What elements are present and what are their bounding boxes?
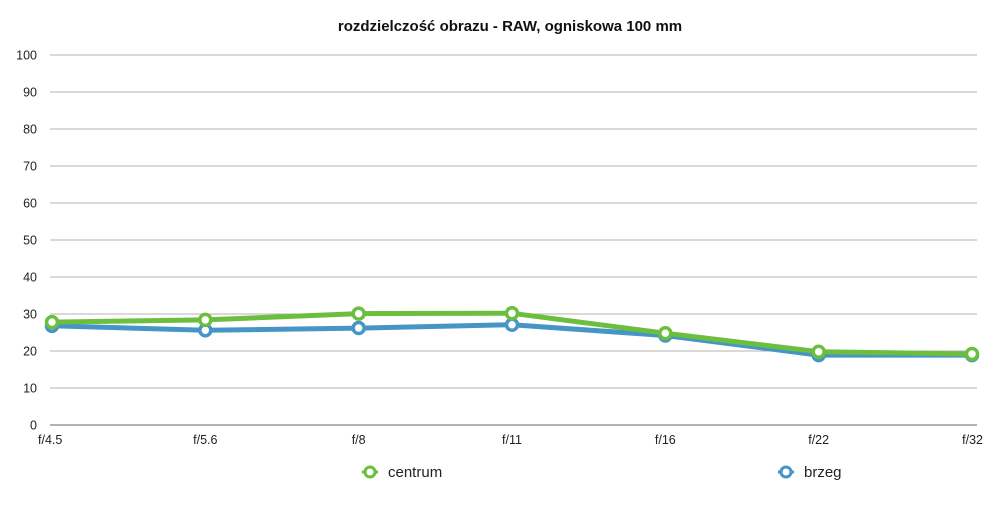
- data-point: [811, 344, 826, 359]
- x-tick-label: f/4.5: [38, 433, 62, 447]
- legend: centrum brzeg: [362, 464, 842, 481]
- y-tick-label: 50: [23, 234, 37, 248]
- x-tick-label: f/16: [655, 433, 676, 447]
- y-tick-label: 70: [23, 160, 37, 174]
- data-point: [964, 346, 980, 362]
- data-point: [504, 306, 520, 321]
- x-tick-label: f/11: [502, 433, 522, 447]
- chart-title: rozdzielczość obrazu - RAW, ogniskowa 10…: [338, 18, 682, 35]
- y-tick-label: 30: [23, 308, 37, 322]
- legend-item-brzeg: brzeg: [778, 464, 842, 481]
- legend-marker: [363, 465, 377, 479]
- x-axis-tick-labels: f/4.5 f/5.6 f/8 f/11 f/16 f/22 f/32: [38, 433, 983, 447]
- gridlines: [50, 54, 977, 426]
- series-lines: [44, 306, 980, 363]
- y-tick-label: 80: [23, 123, 37, 137]
- y-tick-label: 10: [23, 382, 37, 396]
- data-point: [198, 312, 213, 328]
- legend-label: centrum: [388, 464, 442, 481]
- y-tick-label: 20: [23, 345, 37, 359]
- y-tick-label: 40: [23, 271, 37, 285]
- data-point: [351, 320, 366, 336]
- x-tick-label: f/32: [962, 433, 983, 447]
- y-tick-label: 60: [23, 197, 37, 211]
- x-tick-label: f/5.6: [193, 433, 217, 447]
- legend-marker: [779, 465, 793, 479]
- y-tick-label: 100: [16, 49, 37, 63]
- data-point: [351, 306, 366, 321]
- data-point: [504, 317, 520, 332]
- series-centrum: [44, 306, 980, 362]
- data-point: [658, 325, 673, 341]
- legend-item-centrum: centrum: [362, 464, 442, 481]
- legend-label: brzeg: [804, 464, 842, 481]
- x-tick-label: f/8: [352, 433, 366, 447]
- x-tick-label: f/22: [808, 433, 829, 447]
- data-point: [44, 314, 60, 330]
- y-tick-label: 0: [30, 419, 37, 433]
- y-tick-label: 90: [23, 86, 37, 100]
- y-axis-tick-labels: 0 10 20 30 40 50 60 70 80 90 100: [16, 49, 37, 433]
